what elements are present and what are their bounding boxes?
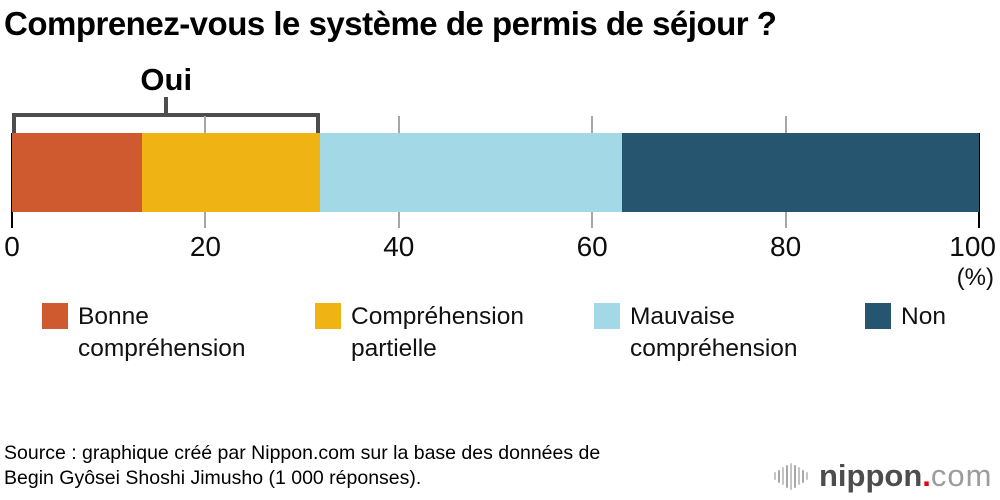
bar-segment-1 — [12, 133, 142, 212]
logo-wordmark: nippon.com — [819, 458, 993, 494]
stacked-bar — [12, 133, 979, 212]
source-line-2: Begin Gyôsei Shoshi Jimusho (1 000 répon… — [4, 467, 422, 489]
legend-item-3: Mauvaise compréhension — [594, 301, 798, 365]
legend-item-1: Bonne compréhension — [42, 301, 246, 365]
chart-title: Comprenez-vous le système de permis de s… — [4, 5, 777, 42]
tick-label-60: 60 — [576, 231, 608, 262]
legend-swatch — [42, 303, 68, 329]
axis-unit-label: (%) — [956, 264, 994, 291]
legend-label: Non — [901, 303, 946, 330]
legend-label: Bonne compréhension — [78, 303, 246, 362]
tick-label-100: 100 — [949, 231, 996, 262]
logo-name: nippon — [819, 458, 923, 493]
logo-tld: com — [930, 458, 993, 493]
tick-mark-60 — [591, 116, 594, 133]
source-line-1: Source : graphique créé par Nippon.com s… — [4, 442, 601, 464]
waveform-icon — [774, 462, 810, 490]
oui-bracket-part — [12, 113, 321, 117]
tick-mark-80 — [784, 116, 787, 133]
tick-label-20: 20 — [189, 231, 221, 262]
oui-bracket-part — [316, 113, 321, 133]
legend-swatch — [315, 303, 341, 329]
tick-mark-20 — [204, 116, 207, 133]
oui-annotation-label: Oui — [140, 62, 193, 97]
tick-mark-20 — [204, 212, 207, 228]
logo-dot: . — [922, 458, 931, 493]
tick-label-80: 80 — [770, 231, 802, 262]
tick-mark-40 — [397, 116, 400, 133]
bar-segment-4 — [622, 133, 979, 212]
tick-mark-80 — [784, 212, 787, 228]
tick-mark-60 — [591, 212, 594, 228]
axis-edge-line-100 — [978, 133, 980, 228]
bar-segment-2 — [141, 133, 321, 212]
oui-bracket-part — [12, 113, 16, 133]
bar-segment-3 — [320, 133, 623, 212]
legend-label: Compréhension partielle — [351, 303, 524, 362]
tick-label-0: 0 — [4, 231, 20, 262]
tick-mark-40 — [397, 212, 400, 228]
tick-label-40: 40 — [383, 231, 415, 262]
nippon-com-logo[interactable]: nippon.com — [774, 456, 993, 496]
legend-swatch — [865, 303, 891, 329]
legend-label: Mauvaise compréhension — [630, 303, 798, 362]
legend-item-4: Non — [865, 301, 946, 333]
legend-item-2: Compréhension partielle — [315, 301, 524, 365]
oui-bracket-part — [164, 97, 169, 113]
source-text: Source : graphique créé par Nippon.com s… — [4, 441, 600, 491]
legend-swatch — [594, 303, 620, 329]
